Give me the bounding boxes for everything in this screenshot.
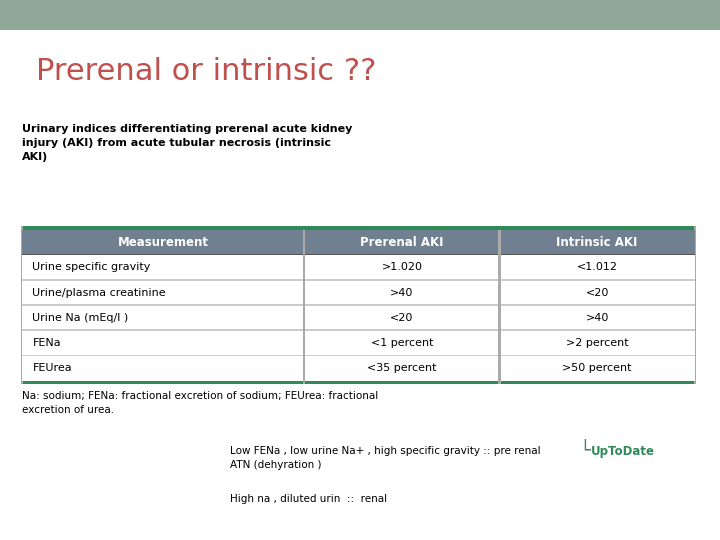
Text: <35 percent: <35 percent [367,363,437,373]
Text: <1 percent: <1 percent [371,338,433,348]
Text: Prerenal AKI: Prerenal AKI [360,235,444,248]
Text: >40: >40 [585,313,609,323]
Text: High na , diluted urin  ::  renal: High na , diluted urin :: renal [230,494,387,504]
Text: <20: <20 [390,313,414,323]
Text: Urinary indices differentiating prerenal acute kidney
injury (AKI) from acute tu: Urinary indices differentiating prerenal… [22,124,352,162]
Text: └: └ [580,443,590,461]
Text: Urine Na (mEq/l ): Urine Na (mEq/l ) [32,313,129,323]
Text: Low FENa , low urine Na+ , high specific gravity :: pre renal
ATN (dehyration ): Low FENa , low urine Na+ , high specific… [230,446,541,469]
Text: Urine specific gravity: Urine specific gravity [32,262,150,272]
Text: Intrinsic AKI: Intrinsic AKI [557,235,638,248]
Text: Measurement: Measurement [117,235,209,248]
Text: >2 percent: >2 percent [566,338,629,348]
Text: Prerenal or intrinsic ??: Prerenal or intrinsic ?? [36,57,377,86]
Text: Na: sodium; FENa: fractional excretion of sodium; FEUrea: fractional
excretion o: Na: sodium; FENa: fractional excretion o… [22,392,378,415]
Text: UpToDate: UpToDate [590,446,654,458]
Text: <20: <20 [585,287,609,298]
Text: Urine/plasma creatinine: Urine/plasma creatinine [32,287,166,298]
Text: >50 percent: >50 percent [562,363,632,373]
Text: >1.020: >1.020 [382,262,423,272]
Text: <1.012: <1.012 [577,262,618,272]
Text: FENa: FENa [32,338,61,348]
Text: FEUrea: FEUrea [32,363,72,373]
Text: >40: >40 [390,287,414,298]
